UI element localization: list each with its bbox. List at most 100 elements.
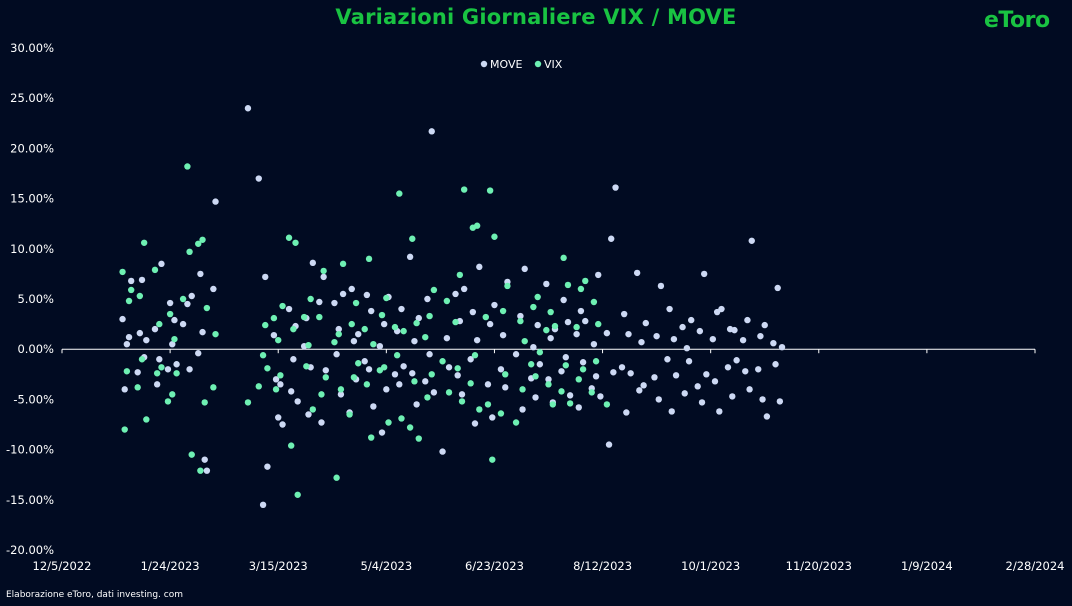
vix-point xyxy=(409,235,416,242)
move-point xyxy=(651,374,658,381)
move-point xyxy=(627,370,634,377)
move-point xyxy=(370,403,377,410)
vix-point xyxy=(169,391,176,398)
move-point xyxy=(512,351,520,358)
move-point xyxy=(439,448,446,455)
x-tick-label: 12/5/2022 xyxy=(33,559,92,573)
move-point xyxy=(718,305,725,313)
vix-point xyxy=(428,371,435,378)
move-point xyxy=(592,373,600,380)
move-point xyxy=(499,331,507,339)
move-point xyxy=(430,389,438,396)
move-point xyxy=(445,364,453,371)
vix-point xyxy=(549,401,557,408)
move-point xyxy=(428,128,435,135)
move-point xyxy=(203,467,211,474)
vix-point xyxy=(136,292,144,300)
vix-point xyxy=(119,268,126,276)
move-point xyxy=(655,396,662,403)
vix-point xyxy=(528,361,535,368)
move-point xyxy=(406,253,414,261)
move-point xyxy=(763,413,771,420)
vix-point xyxy=(467,380,474,387)
vix-point xyxy=(564,281,572,289)
x-tick-label: 6/23/2023 xyxy=(465,559,524,573)
vix-point xyxy=(519,386,526,393)
move-point xyxy=(757,332,764,340)
vix-point xyxy=(210,384,217,391)
vix-point xyxy=(398,415,405,422)
vix-point xyxy=(277,372,284,379)
move-point xyxy=(733,357,740,364)
y-tick-label: -20.00% xyxy=(6,543,54,557)
vix-point xyxy=(579,366,587,373)
move-point xyxy=(640,382,647,389)
move-point xyxy=(156,356,163,363)
vix-point xyxy=(348,320,355,328)
vix-point xyxy=(287,442,295,449)
vix-point xyxy=(244,399,252,406)
move-point xyxy=(703,371,710,378)
move-point xyxy=(210,285,217,293)
move-point xyxy=(534,321,541,329)
vix-point xyxy=(322,374,329,381)
move-point xyxy=(471,420,479,427)
vix-point xyxy=(491,233,498,240)
vix-point xyxy=(499,307,507,315)
vix-point xyxy=(138,356,146,363)
move-point xyxy=(688,316,695,324)
vix-point xyxy=(125,297,133,305)
move-point xyxy=(320,273,327,281)
move-point xyxy=(564,318,572,326)
move-point xyxy=(711,378,719,385)
move-point xyxy=(398,305,405,313)
vix-point xyxy=(504,282,511,290)
move-point xyxy=(731,326,738,334)
x-tick-label: 3/15/2023 xyxy=(249,559,308,573)
move-point xyxy=(536,361,544,368)
move-point xyxy=(748,237,755,244)
move-point xyxy=(123,340,131,348)
vix-point xyxy=(476,406,483,413)
vix-point xyxy=(424,394,431,401)
x-tick-label: 1/9/2024 xyxy=(901,559,953,573)
move-point xyxy=(491,301,498,309)
vix-point xyxy=(590,298,598,306)
move-point xyxy=(746,386,753,393)
move-point xyxy=(413,401,420,408)
vix-point xyxy=(497,410,505,417)
move-point xyxy=(138,276,146,284)
move-point xyxy=(755,366,762,373)
vix-point xyxy=(123,368,131,375)
vix-point xyxy=(363,381,371,388)
vix-point xyxy=(383,294,390,302)
vix-point xyxy=(201,399,208,406)
vix-point xyxy=(361,325,368,333)
move-point xyxy=(558,368,565,375)
move-point xyxy=(683,344,691,352)
vix-point xyxy=(184,163,191,170)
vix-point xyxy=(171,335,178,343)
move-point xyxy=(400,363,407,370)
vix-point xyxy=(575,376,582,383)
vix-point xyxy=(454,365,461,372)
vix-point xyxy=(179,295,187,303)
move-point xyxy=(383,386,390,393)
move-point xyxy=(545,376,552,383)
chart-title: Variazioni Giornaliere VIX / MOVE xyxy=(335,5,737,29)
move-point xyxy=(776,398,784,405)
move-point xyxy=(322,367,329,374)
vix-point xyxy=(339,260,347,268)
vix-point xyxy=(346,411,353,418)
x-tick-label: 2/28/2024 xyxy=(1006,559,1065,573)
move-point xyxy=(188,292,195,300)
move-point xyxy=(166,299,174,307)
move-point xyxy=(318,419,325,426)
vix-point xyxy=(482,313,489,321)
vix-legend-label: VIX xyxy=(544,58,563,71)
vix-point xyxy=(547,308,554,316)
x-tick-label: 10/1/2023 xyxy=(681,559,740,573)
move-point xyxy=(696,327,704,335)
move-point xyxy=(391,371,399,378)
vix-point xyxy=(521,337,528,345)
